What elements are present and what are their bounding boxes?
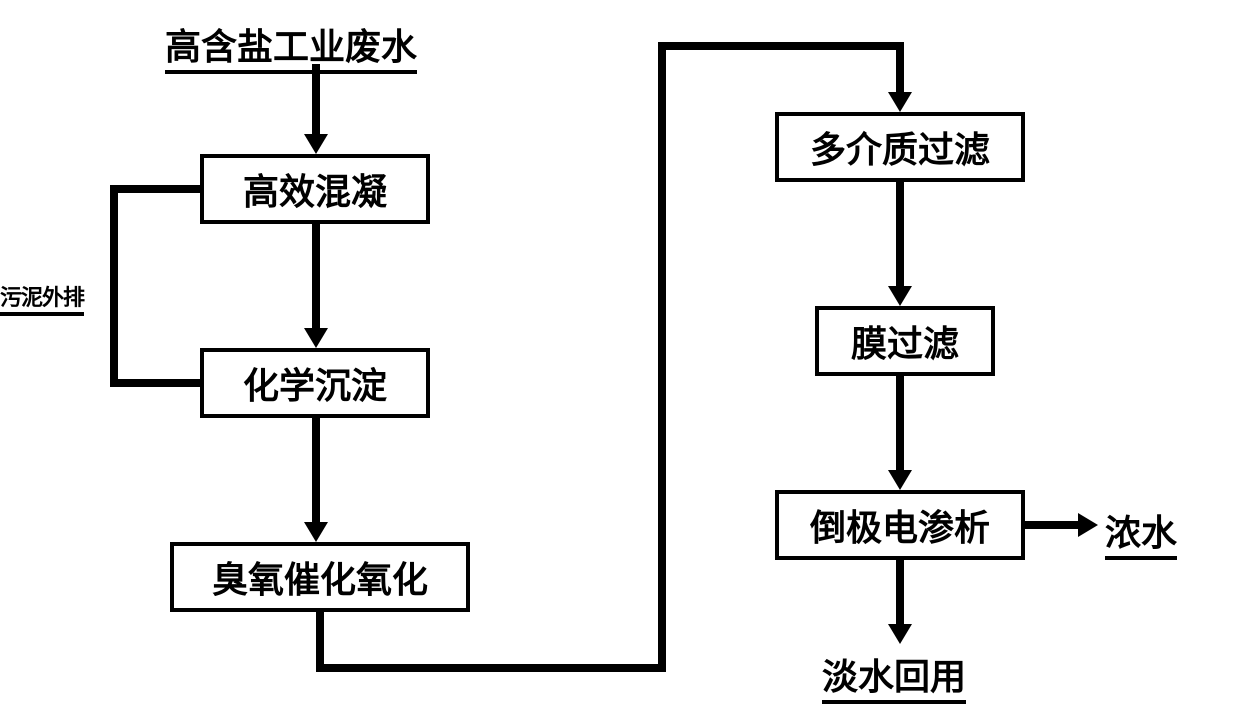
node-ozone: 臭氧催化氧化 <box>170 542 470 612</box>
sludge-final-label: 污泥外排 <box>0 280 84 316</box>
node-label: 多介质过滤 <box>810 121 990 173</box>
arrow-head <box>304 522 328 542</box>
arrow-segment <box>312 418 320 524</box>
arrow-head <box>888 92 912 112</box>
freshwater-label: 淡水回用 <box>822 648 966 704</box>
arrow-head <box>1078 513 1098 537</box>
arrow-segment <box>110 185 118 387</box>
node-label: 倒极电渗析 <box>810 499 990 551</box>
node-multimedia: 多介质过滤 <box>775 112 1025 182</box>
node-label: 高效混凝 <box>243 163 387 215</box>
arrow-segment <box>316 664 666 672</box>
arrow-head <box>888 624 912 644</box>
arrow-segment <box>896 376 904 472</box>
node-label: 化学沉淀 <box>243 357 387 409</box>
node-electrodialysis: 倒极电渗析 <box>775 490 1025 560</box>
arrow-segment <box>658 42 904 50</box>
arrow-segment <box>896 560 904 626</box>
arrow-head <box>888 286 912 306</box>
arrow-head <box>888 470 912 490</box>
arrow-segment <box>312 224 320 330</box>
node-label: 臭氧催化氧化 <box>212 551 428 603</box>
arrow-segment <box>110 185 200 193</box>
arrow-segment <box>1025 521 1080 529</box>
arrow-segment <box>316 612 324 672</box>
node-label: 膜过滤 <box>851 315 959 367</box>
node-coagulation: 高效混凝 <box>200 154 430 224</box>
node-precipitation: 化学沉淀 <box>200 348 430 418</box>
arrow-segment <box>110 379 200 387</box>
node-membrane: 膜过滤 <box>815 306 995 376</box>
arrow-segment <box>896 182 904 288</box>
arrow-segment <box>658 42 666 672</box>
input-label: 高含盐工业废水 <box>165 18 417 74</box>
arrow-head <box>304 328 328 348</box>
arrow-head <box>304 134 328 154</box>
concentrate-label: 浓水 <box>1105 504 1177 560</box>
arrow-segment <box>312 64 320 136</box>
arrow-segment <box>896 42 904 94</box>
